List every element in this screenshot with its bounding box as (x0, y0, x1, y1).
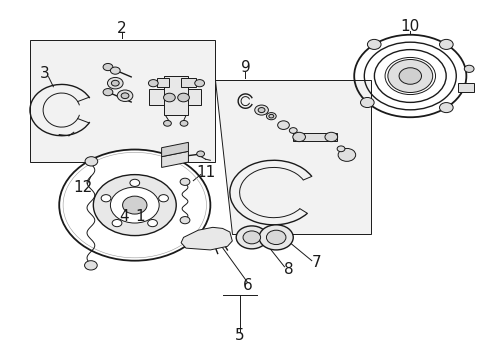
Circle shape (387, 59, 432, 93)
Bar (457, 83, 472, 92)
Circle shape (103, 63, 113, 71)
Circle shape (117, 90, 133, 102)
Polygon shape (181, 227, 232, 250)
Bar (181, 78, 195, 87)
Circle shape (122, 196, 147, 214)
Bar (293, 133, 336, 141)
Text: 6: 6 (242, 278, 252, 293)
Circle shape (268, 114, 273, 118)
Circle shape (360, 98, 373, 108)
Circle shape (110, 67, 120, 74)
Circle shape (463, 65, 473, 72)
Circle shape (107, 77, 123, 89)
Text: 8: 8 (284, 262, 293, 277)
Circle shape (258, 108, 264, 113)
Bar (157, 78, 168, 87)
Circle shape (254, 105, 268, 115)
Circle shape (147, 220, 157, 227)
Circle shape (59, 149, 210, 261)
Circle shape (112, 220, 122, 227)
Circle shape (84, 261, 97, 270)
Circle shape (111, 80, 119, 86)
Circle shape (163, 121, 171, 126)
Circle shape (163, 93, 175, 102)
Text: 9: 9 (240, 60, 250, 75)
Polygon shape (161, 142, 188, 157)
Circle shape (439, 39, 452, 49)
Text: 5: 5 (234, 328, 244, 343)
Text: 10: 10 (400, 19, 419, 34)
Circle shape (180, 217, 189, 224)
Circle shape (277, 121, 289, 130)
Circle shape (121, 93, 129, 99)
Circle shape (194, 80, 204, 87)
Bar (30, 40, 215, 162)
Circle shape (236, 226, 267, 249)
Text: 4: 4 (119, 209, 128, 224)
Circle shape (130, 179, 140, 186)
Circle shape (85, 157, 98, 166)
Circle shape (101, 195, 111, 202)
Circle shape (325, 132, 337, 141)
Circle shape (266, 113, 276, 120)
Circle shape (158, 195, 168, 202)
Circle shape (148, 80, 158, 87)
Text: 11: 11 (196, 165, 215, 180)
Circle shape (439, 103, 452, 113)
Circle shape (292, 132, 305, 141)
Circle shape (266, 230, 285, 244)
Circle shape (177, 93, 189, 102)
Circle shape (243, 231, 260, 244)
Circle shape (196, 151, 204, 157)
Circle shape (259, 225, 293, 250)
Circle shape (110, 187, 159, 223)
Circle shape (289, 128, 297, 134)
Polygon shape (215, 80, 370, 234)
Circle shape (180, 178, 189, 185)
Circle shape (93, 175, 176, 235)
Circle shape (337, 148, 355, 161)
Text: 3: 3 (40, 66, 50, 81)
Circle shape (103, 89, 113, 96)
Circle shape (336, 146, 344, 152)
Circle shape (366, 39, 380, 49)
Bar (149, 89, 200, 105)
Circle shape (180, 121, 187, 126)
Text: 12: 12 (73, 180, 92, 195)
Text: 2: 2 (117, 21, 126, 36)
Text: 1: 1 (135, 209, 144, 224)
Bar (163, 76, 188, 116)
Text: 7: 7 (311, 255, 321, 270)
Polygon shape (161, 151, 188, 167)
Circle shape (398, 68, 421, 84)
